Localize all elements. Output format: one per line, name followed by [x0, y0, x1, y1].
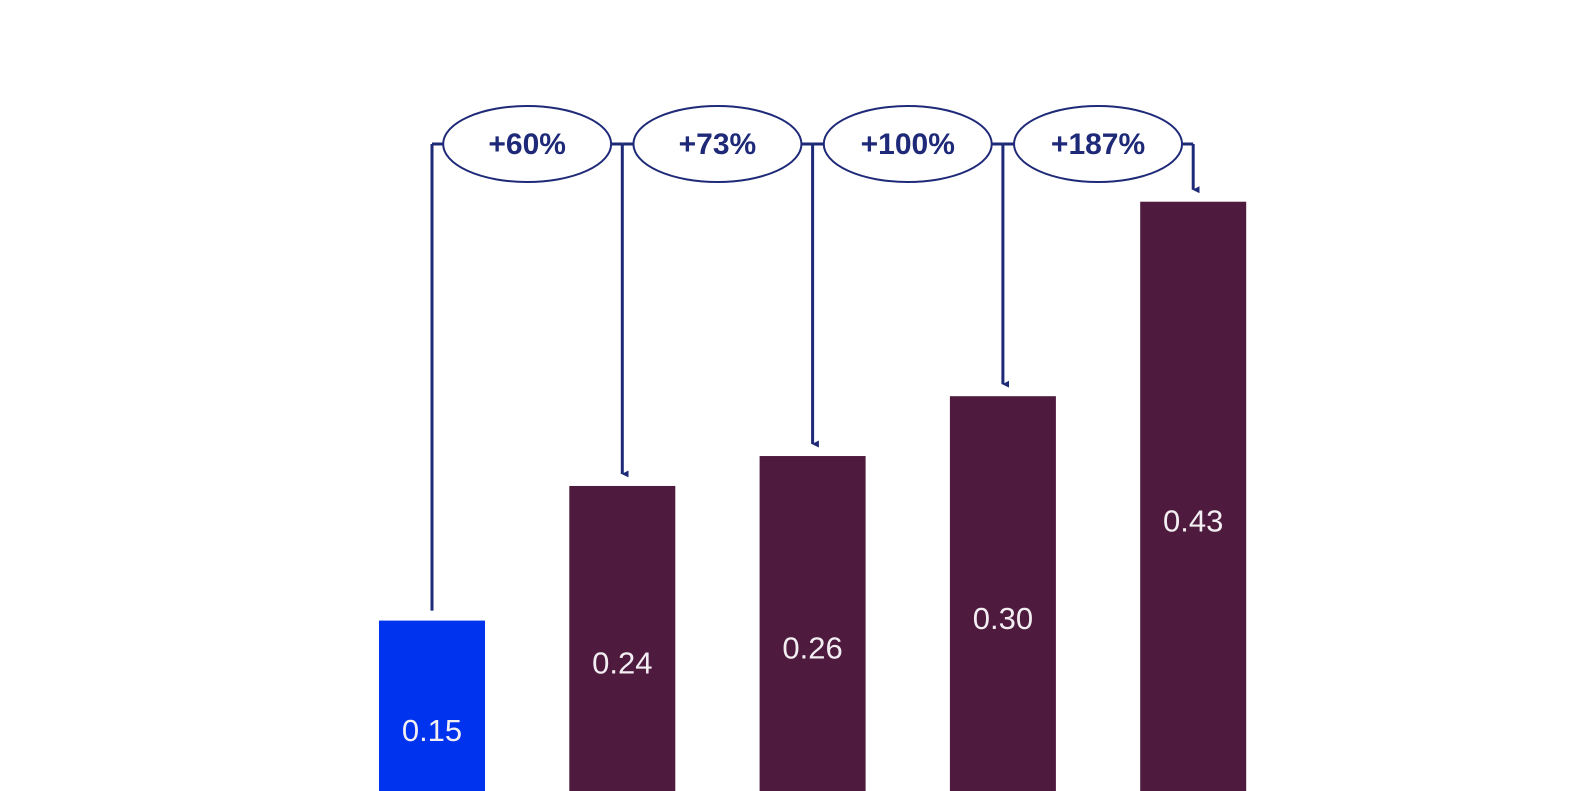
- bar: [1140, 201, 1247, 791]
- value-label: 0.26: [782, 631, 842, 666]
- value-label: 0.15: [402, 713, 462, 748]
- annotation-bubble: [442, 105, 613, 183]
- annotation-bubble: [632, 105, 803, 183]
- value-label: 0.30: [973, 601, 1033, 636]
- value-label: 0.24: [592, 646, 652, 681]
- annotation: +73%: [679, 128, 757, 161]
- bar: [949, 396, 1056, 791]
- annotation: +187%: [1051, 128, 1145, 161]
- value-label: 0.43: [1163, 504, 1223, 539]
- annotation-bubble: [822, 105, 993, 183]
- annotation: +60%: [488, 128, 566, 161]
- annotation: +100%: [861, 128, 955, 161]
- bar: [569, 485, 676, 791]
- bar: [759, 456, 866, 791]
- bar: [379, 620, 485, 791]
- annotation-bubble: [1013, 105, 1184, 183]
